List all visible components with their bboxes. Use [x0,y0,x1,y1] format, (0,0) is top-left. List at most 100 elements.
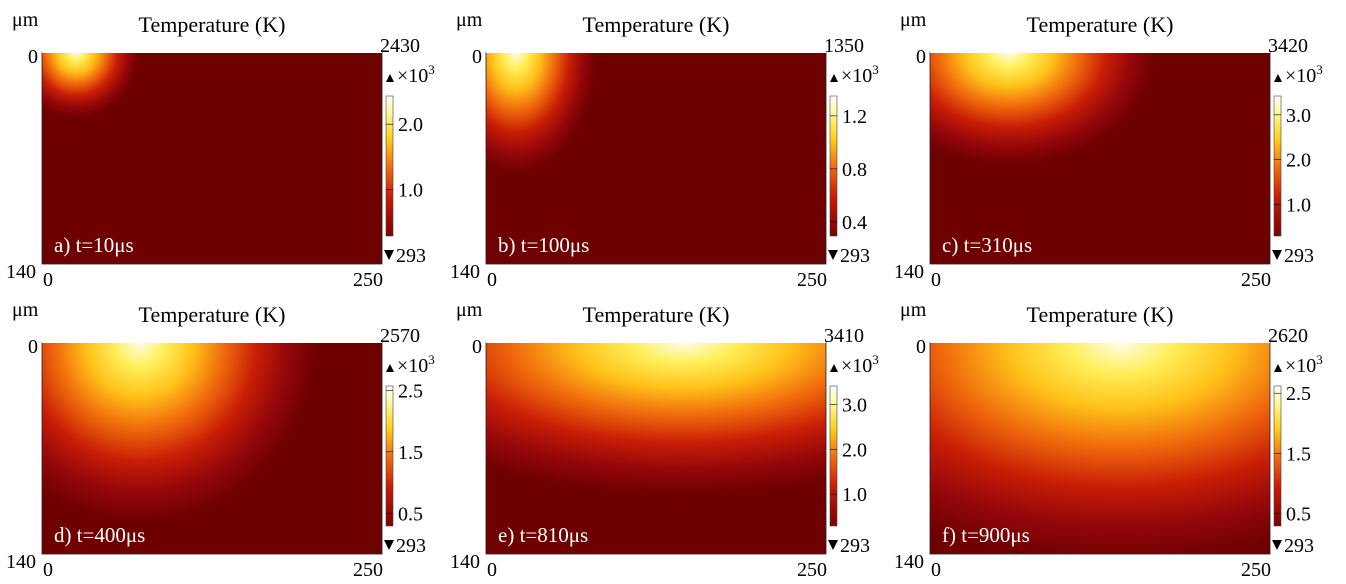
colorbar-tick-label: 0.5 [1286,504,1311,526]
x-tick-left: 0 [43,269,53,291]
x-tick-left: 0 [931,269,941,291]
colorbar-min-value: 293 [1284,535,1314,557]
panel-label: c) t=310μs [942,233,1032,257]
y-unit-label: μm [456,299,483,321]
colorbar-tick-label: 0.5 [398,503,423,525]
colorbar-gradient [829,95,838,237]
x-tick-left: 0 [487,559,497,581]
heatmap-area [41,51,383,265]
x-tick-right: 250 [1241,269,1271,291]
colorbar-tick-label: 3.0 [1286,105,1311,127]
min-triangle-icon [384,540,394,550]
colorbar: 2430 ×103 293 2.0 1.0 [380,35,435,267]
panel-b: μm Temperature (K) 0 140 0 250 b) t=100μs 1350 ×… [450,4,892,294]
panel-label: d) t=400μs [54,523,145,547]
y-tick-top: 0 [472,46,482,68]
heatmap-hotspot [486,52,826,264]
max-triangle-icon [1274,74,1282,82]
heatmap-hotspot [930,52,1270,264]
y-tick-top: 0 [28,336,38,358]
min-triangle-icon [828,540,838,550]
colorbar-tick-label: 1.2 [842,106,867,128]
colorbar-gradient [1273,95,1282,237]
heatmap-hotspot [42,342,382,554]
plot-title: Temperature (K) [1027,302,1174,327]
colorbar-multiplier: ×103 [1285,62,1323,87]
y-tick-bottom: 140 [450,261,480,283]
x-tick-right: 250 [797,559,827,581]
colorbar-multiplier: ×103 [397,352,435,377]
panel-e: μm Temperature (K) 0 140 0 250 e) t=810μs 3410 ×… [450,294,892,584]
colorbar-multiplier: ×103 [841,352,879,377]
colorbar-tick-label: 3.0 [842,394,867,416]
max-triangle-icon [386,364,394,372]
colorbar-max-value: 2430 [380,35,420,57]
colorbar-tick-label: 1.5 [1286,443,1311,465]
heatmap-area [929,51,1271,265]
colorbar-multiplier: ×103 [1285,352,1323,377]
colorbar-tick-label: 1.5 [398,442,423,464]
max-triangle-icon [1274,364,1282,372]
x-tick-left: 0 [487,269,497,291]
colorbar: 2620 ×103 293 2.5 1.5 0.5 [1268,325,1323,557]
y-unit-label: μm [900,299,927,321]
colorbar-min-value: 293 [396,245,426,267]
panel-a: μm Temperature (K) 0 140 0 250 a) t=10μs 2430 ×1… [6,4,448,294]
x-tick-left: 0 [43,559,53,581]
x-tick-right: 250 [353,559,383,581]
colorbar-tick-label: 0.8 [842,159,867,181]
plot-title: Temperature (K) [139,12,286,37]
max-triangle-icon [386,74,394,82]
heatmap-plot: μm Temperature (K) 0 140 0 250 d) t=400μs 2570 ×… [6,299,435,581]
y-tick-bottom: 140 [894,551,924,573]
colorbar-tick-label: 2.0 [1286,150,1311,172]
colorbar-min-value: 293 [840,535,870,557]
heatmap-area [41,341,383,555]
colorbar-exponent: 3 [1316,62,1323,77]
colorbar: 3420 ×103 293 3.0 2.0 1.0 [1268,35,1323,267]
y-tick-bottom: 140 [894,261,924,283]
colorbar-max-value: 1350 [824,35,864,57]
colorbar-min-value: 293 [840,245,870,267]
colorbar-tick-label: 1.0 [842,484,867,506]
colorbar-gradient [1273,385,1282,527]
colorbar-multiplier: ×103 [397,62,435,87]
y-unit-label: μm [456,9,483,31]
colorbar-tick-label: 1.0 [1286,194,1311,216]
plot-title: Temperature (K) [1027,12,1174,37]
colorbar: 1350 ×103 293 1.2 0.8 0.4 [824,35,879,267]
panel-label: e) t=810μs [498,523,588,547]
heatmap-plot: μm Temperature (K) 0 140 0 250 b) t=100μs 1350 ×… [450,9,879,291]
colorbar-max-value: 3420 [1268,35,1308,57]
y-tick-top: 0 [916,46,926,68]
colorbar-gradient [385,95,394,237]
heatmap-area [485,51,827,265]
max-triangle-icon [830,74,838,82]
colorbar-exponent: 3 [428,352,435,367]
colorbar-min-value: 293 [396,535,426,557]
panel-f: μm Temperature (K) 0 140 0 250 f) t=900μs 2620 ×… [894,294,1336,584]
colorbar-max-value: 2620 [1268,325,1308,347]
colorbar-tick-label: 2.0 [842,439,867,461]
colorbar: 3410 ×103 293 3.0 2.0 1.0 [824,325,879,557]
colorbar-exponent: 3 [428,62,435,77]
panel-label: a) t=10μs [54,233,134,257]
heatmap-plot: μm Temperature (K) 0 140 0 250 c) t=310μs 3420 ×… [894,9,1323,291]
heatmap-area [929,341,1271,555]
min-triangle-icon [1272,250,1282,260]
min-triangle-icon [828,250,838,260]
heatmap-plot: μm Temperature (K) 0 140 0 250 e) t=810μs 3410 ×… [450,299,879,581]
plot-title: Temperature (K) [139,302,286,327]
x-tick-right: 250 [353,269,383,291]
colorbar-max-value: 3410 [824,325,864,347]
colorbar-tick-label: 2.0 [398,114,423,136]
heatmap-hotspot [42,52,382,264]
colorbar-tick-label: 1.0 [398,180,423,202]
colorbar-multiplier: ×103 [841,62,879,87]
y-tick-bottom: 140 [6,551,36,573]
x-tick-right: 250 [797,269,827,291]
x-tick-left: 0 [931,559,941,581]
heatmap-hotspot [930,342,1270,554]
panel-label: f) t=900μs [942,523,1030,547]
colorbar-gradient [829,385,838,527]
